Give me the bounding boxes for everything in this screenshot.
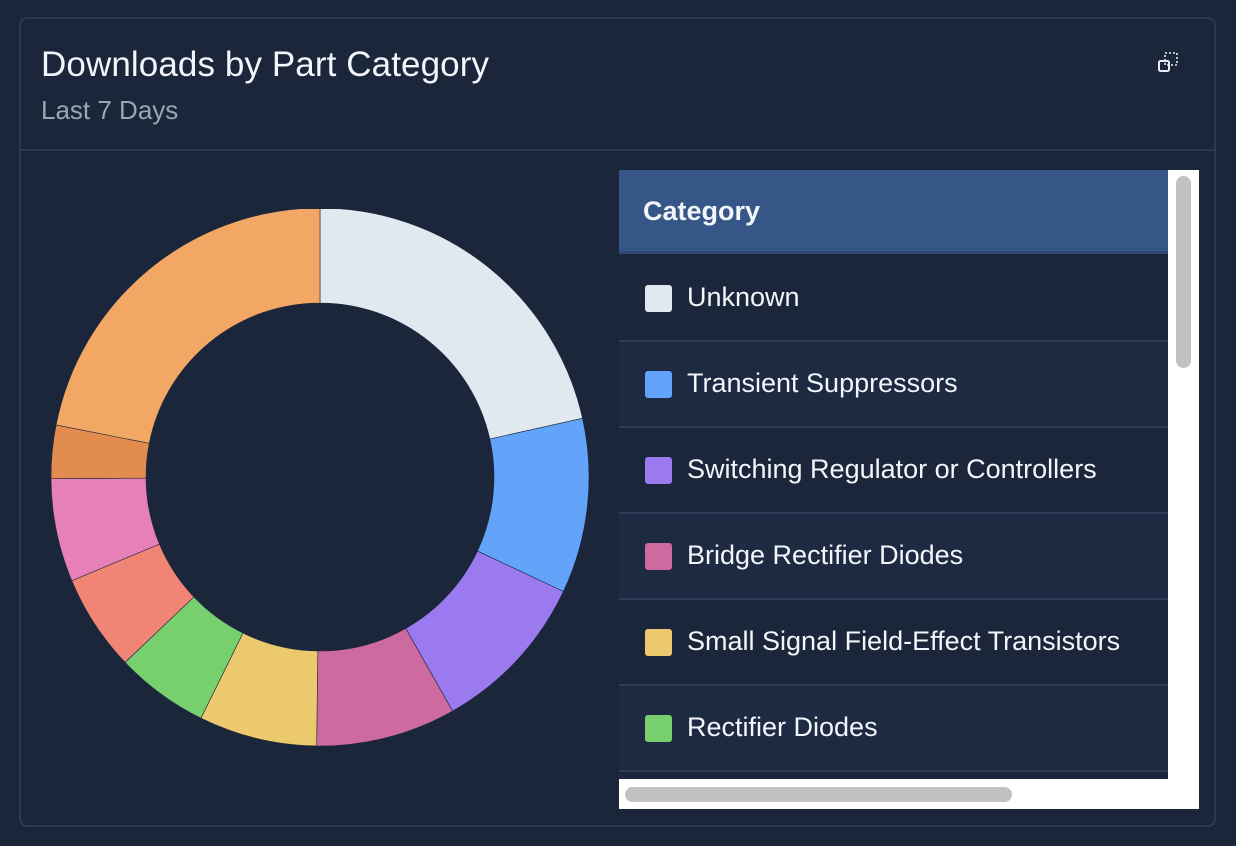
table-row[interactable]: Small Signal Field-Effect Transistors [619,600,1168,686]
row-label: Bridge Rectifier Diodes [687,540,964,570]
donut-slice-0[interactable] [319,207,583,440]
row-label: Switching Regulator or Controllers [687,454,1097,484]
table-row[interactable]: Unknown [619,256,1168,342]
chart-card: Downloads by Part Category Last 7 Days C… [19,17,1216,827]
color-swatch [645,371,672,398]
donut-chart-svg [50,207,590,747]
table-row[interactable]: Rectifier Diodes [619,686,1168,772]
category-table: Category Unknown Transient Suppressors S… [619,170,1199,809]
row-label: Rectifier Diodes [687,712,878,742]
expand-button[interactable] [1154,47,1184,77]
table-row[interactable]: Switching Regulator or Controllers [619,428,1168,514]
chart-title: Downloads by Part Category [41,45,490,84]
donut-slice-9[interactable] [55,207,321,444]
donut-chart [50,207,611,769]
expand-icon [1158,52,1178,72]
row-label: Small Signal Field-Effect Transistors [687,626,1121,656]
table-row[interactable]: Bridge Rectifier Diodes [619,514,1168,600]
color-swatch [645,285,672,312]
table-header[interactable]: Category [619,170,1168,254]
table-row[interactable]: Transient Suppressors [619,342,1168,428]
color-swatch [645,715,672,742]
row-label: Transient Suppressors [687,368,958,398]
column-header-category: Category [643,196,761,226]
color-swatch [645,543,672,570]
horizontal-scrollbar-thumb[interactable] [625,787,1012,802]
chart-subtitle: Last 7 Days [41,95,179,125]
table-viewport: Category Unknown Transient Suppressors S… [619,170,1168,779]
vertical-scrollbar-thumb[interactable] [1176,176,1191,368]
card-header: Downloads by Part Category Last 7 Days [21,19,1214,151]
color-swatch [645,629,672,656]
row-label: Unknown [687,282,800,312]
color-swatch [645,457,672,484]
